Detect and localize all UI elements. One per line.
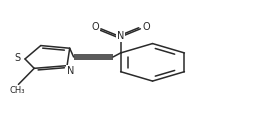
Text: O: O (91, 22, 99, 32)
Text: N: N (117, 31, 124, 41)
Text: S: S (14, 53, 20, 63)
Text: O: O (142, 22, 150, 32)
Text: N: N (67, 66, 74, 76)
Text: CH₃: CH₃ (9, 85, 25, 95)
